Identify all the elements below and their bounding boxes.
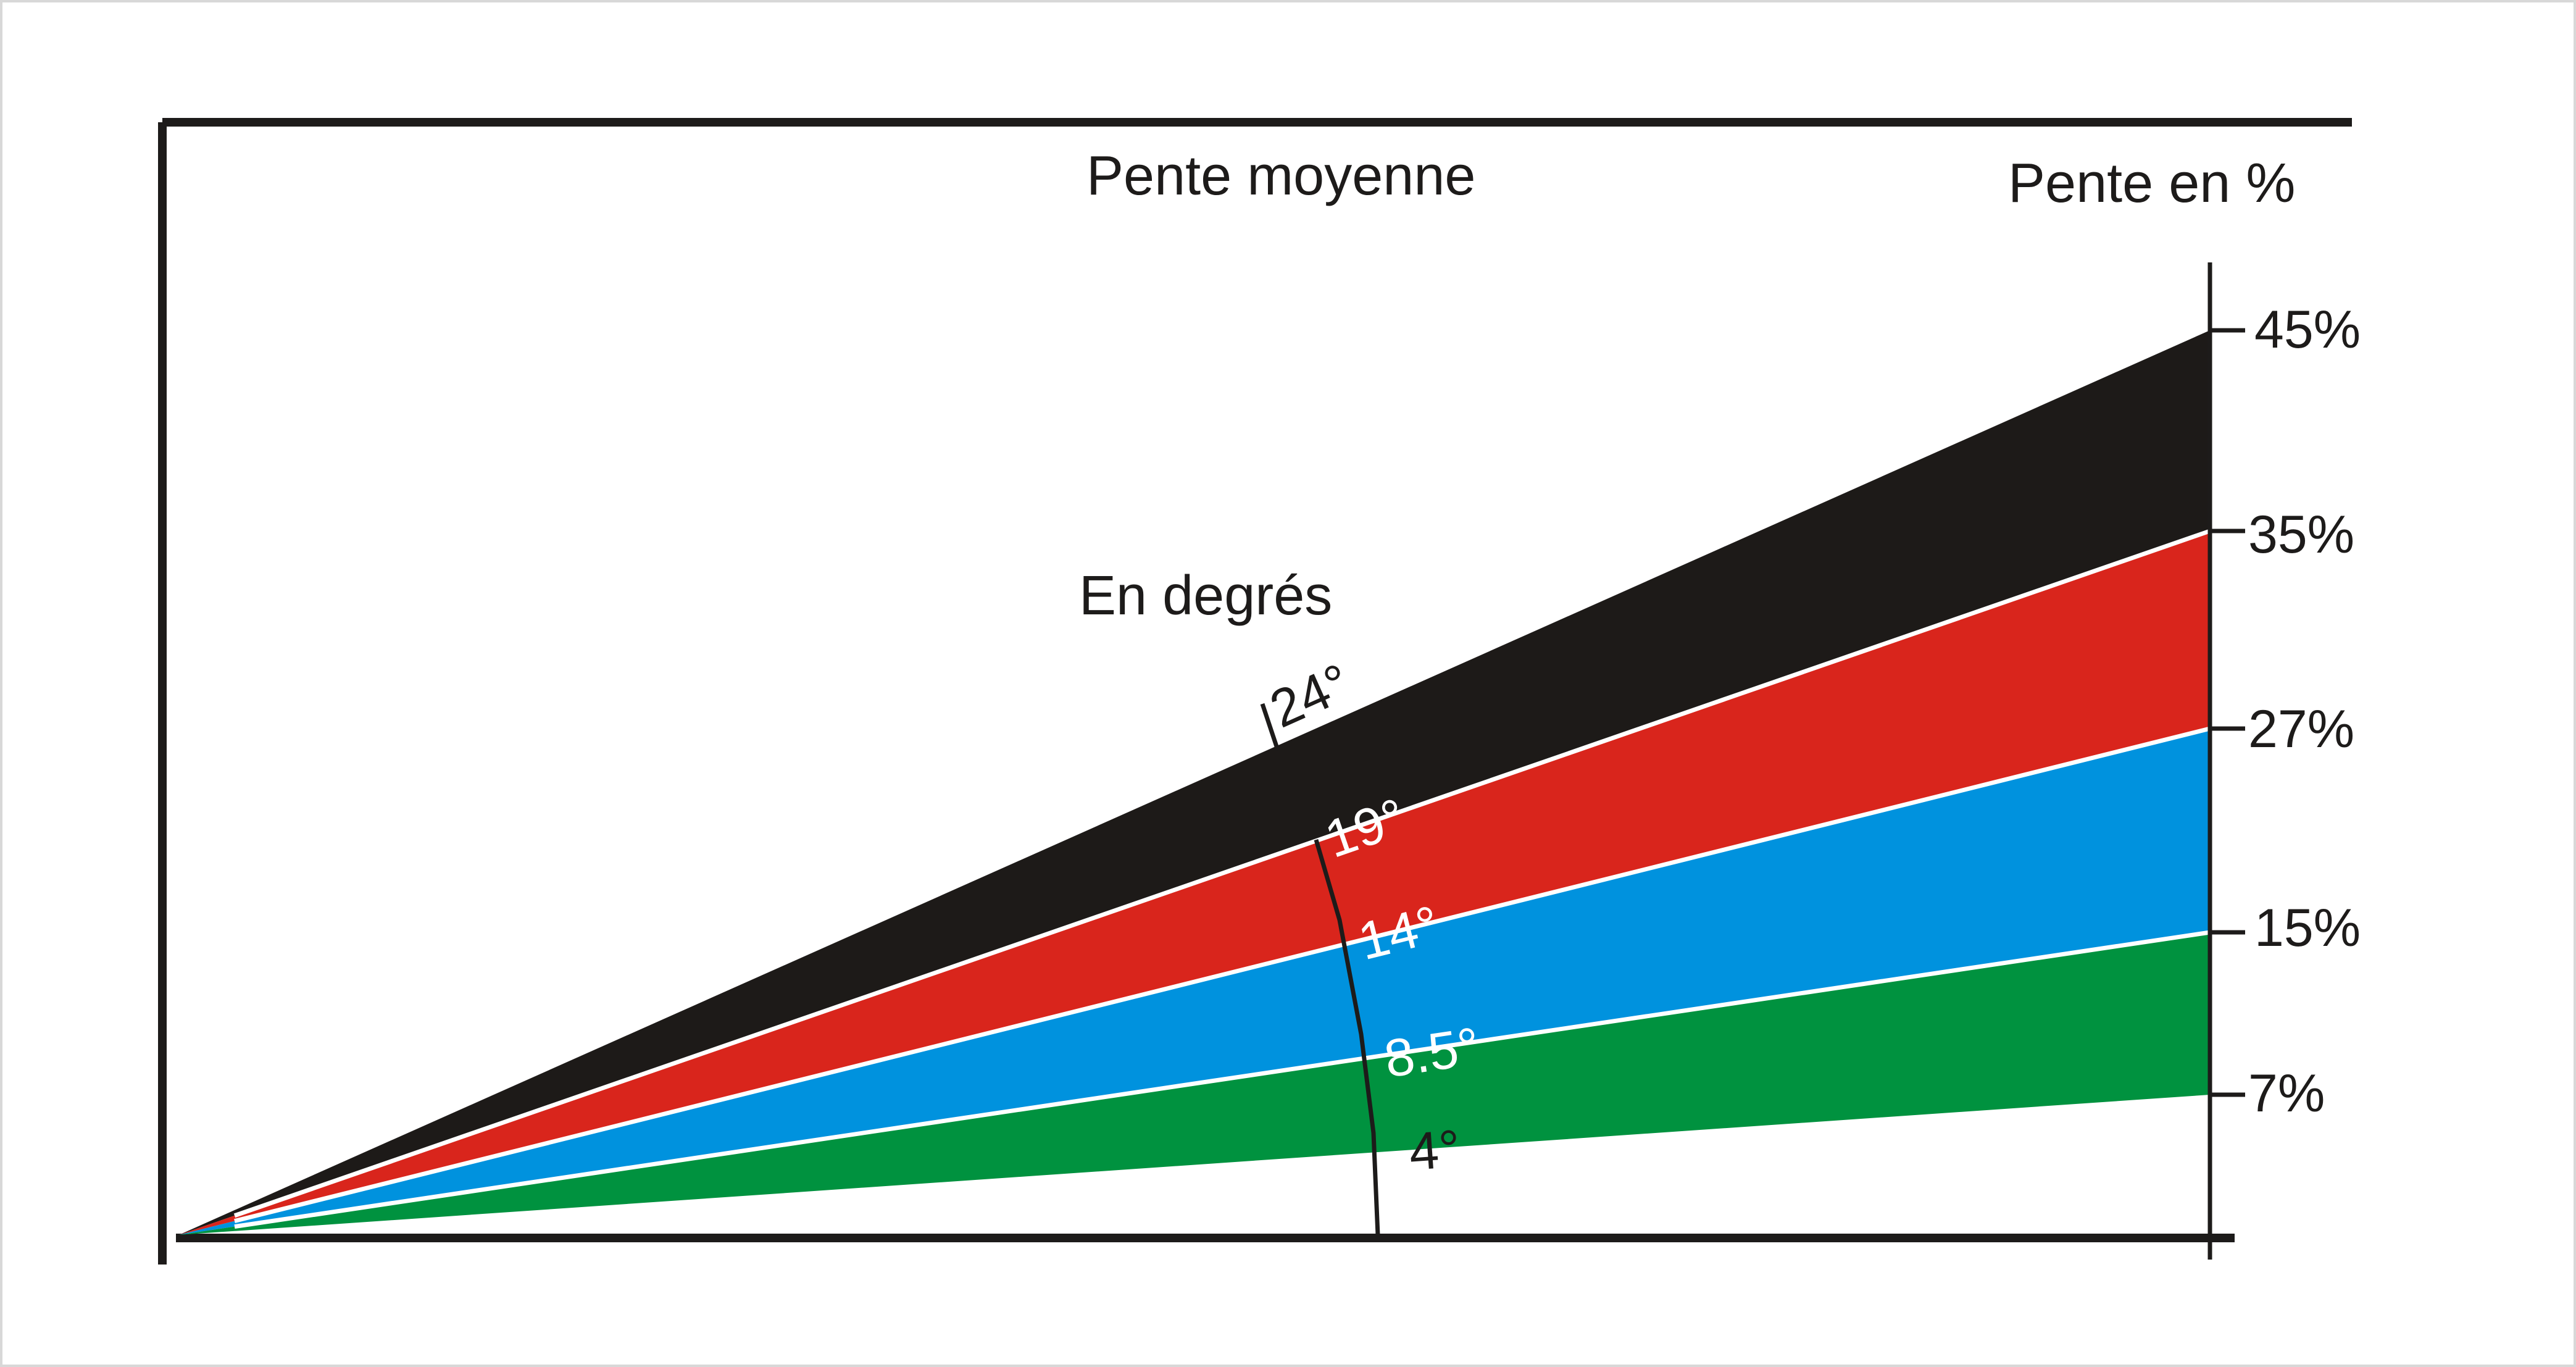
- percent-label-7: 7%: [2248, 1064, 2325, 1123]
- percent-label-15: 15%: [2254, 898, 2361, 958]
- degree-marker-24: [1260, 703, 1280, 751]
- degrees-title: En degrés: [1079, 565, 1332, 627]
- divider-line-15: [234, 930, 2211, 1229]
- percent-label-45: 45%: [2254, 300, 2361, 359]
- divider-line-35: [233, 529, 2211, 1218]
- percent-label-35: 35%: [2248, 505, 2354, 564]
- divider-line-27: [234, 726, 2211, 1223]
- percent-label-27: 27%: [2248, 700, 2354, 759]
- right-axis-title: Pente en %: [2008, 153, 2295, 214]
- band-24-degrees: [179, 330, 2210, 1235]
- page-title: Pente moyenne: [1086, 145, 1475, 207]
- degree-label-8-5: 8.5°: [1381, 1016, 1483, 1089]
- degree-guide-line: [1314, 839, 1380, 1235]
- degree-label-4: 4°: [1407, 1119, 1462, 1182]
